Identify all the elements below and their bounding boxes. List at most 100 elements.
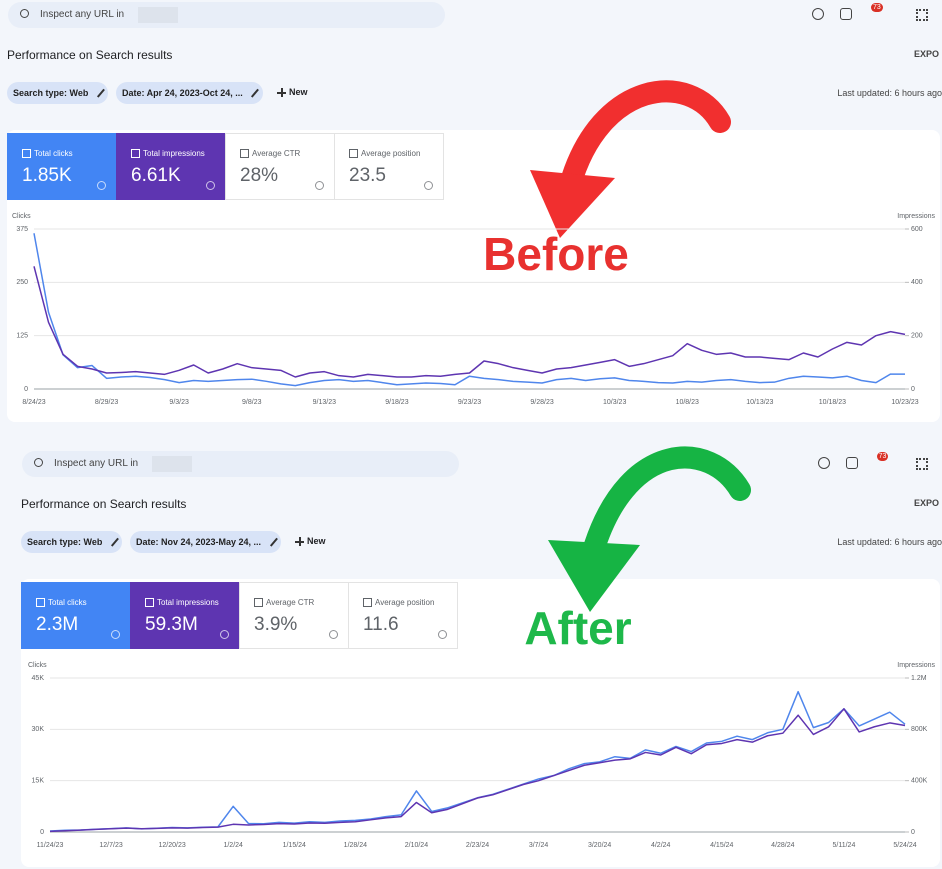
x-tick-label: 9/18/23 [385,399,408,406]
metric-card[interactable]: Total clicks 2.3M [21,582,131,649]
apps-icon[interactable] [916,458,928,470]
x-tick-label: 9/13/23 [313,399,336,406]
search-bar[interactable]: Inspect any URL in [22,451,459,477]
help-icon [220,630,229,639]
help-icon [315,181,324,190]
new-filter[interactable]: New [289,87,308,97]
x-tick-label: 4/2/24 [651,842,671,849]
plus-icon [299,537,301,546]
y2-tick-label: 800K [911,726,928,733]
x-tick-label: 1/2/24 [223,842,243,849]
metric-label: Average position [361,149,421,158]
x-tick-label: 4/15/24 [710,842,733,849]
search-placeholder: Inspect any URL in [40,9,125,20]
checkbox [349,149,358,158]
x-tick-label: 2/10/24 [405,842,428,849]
series-line [33,266,906,378]
accounts-icon[interactable] [845,457,858,469]
x-tick-label: 3/20/24 [588,842,611,849]
metric-value: 2.3M [36,614,79,635]
x-tick-label: 2/23/24 [466,842,489,849]
checkbox [145,598,154,607]
metric-label: Total impressions [143,149,205,158]
help-icon [206,181,215,190]
search-icon [20,9,29,18]
x-tick-label: 10/3/23 [603,399,626,406]
checkbox [254,598,263,607]
checkbox [240,149,249,158]
x-tick-label: 9/28/23 [530,399,553,406]
y-tick-label: 125 [16,333,28,340]
metric-label: Average position [375,598,435,607]
x-tick-label: 12/7/23 [99,842,122,849]
metric-value: 59.3M [145,614,198,635]
help-icon [424,181,433,190]
filter-chip[interactable]: Search type: Web [21,531,123,553]
help-icon [329,630,338,639]
metric-value: 6.61K [131,165,181,186]
x-tick-label: 11/24/23 [37,842,64,849]
filter-chip[interactable]: Date: Nov 24, 2023-May 24, ... [130,531,282,553]
metric-value: 11.6 [363,614,399,635]
help-icon [438,630,447,639]
y-tick-label: 0 [40,829,44,836]
checkbox [131,149,140,158]
search-bar[interactable]: Inspect any URL in [8,2,445,28]
metric-value: 1.85K [22,165,72,186]
metric-card[interactable]: Total clicks 1.85K [7,133,117,200]
metric-card[interactable]: Total impressions 6.61K [116,133,226,200]
metric-label: Average CTR [266,598,315,607]
metric-card[interactable]: Average CTR 3.9% [239,582,349,649]
series-line [49,708,906,833]
annotation: Before [483,228,629,280]
search-placeholder: Inspect any URL in [54,458,139,469]
metric-card[interactable]: Average position 23.5 [334,133,444,200]
y-axis-title: Clicks [28,662,47,669]
x-tick-label: 10/23/23 [891,399,918,406]
y2-tick-label: 0 [911,829,915,836]
filter-chip[interactable]: Date: Apr 24, 2023-Oct 24, ... [116,82,263,104]
accounts-icon[interactable] [840,8,852,20]
green-arrow [548,446,751,612]
metric-value: 23.5 [349,165,386,186]
help-icon[interactable] [812,8,824,20]
metric-card[interactable]: Average CTR 28% [225,133,335,200]
page-title: Performance on Search results [7,48,173,62]
metric-label: Average CTR [252,149,301,158]
metric-card[interactable]: Average position 11.6 [348,582,458,649]
x-tick-label: 8/29/23 [95,399,118,406]
metric-label: Total impressions [157,598,219,607]
x-tick-label: 10/13/23 [746,399,773,406]
x-tick-label: 1/28/24 [344,842,367,849]
search-redacted [152,456,192,472]
search-icon [34,458,43,467]
apps-icon[interactable] [916,9,928,21]
metric-card[interactable]: Total impressions 59.3M [130,582,240,649]
checkbox [22,149,31,158]
metric-value: 28% [240,165,279,186]
search-redacted [138,7,178,23]
annotation: After [524,602,631,654]
export-button[interactable]: EXPO [914,498,940,508]
y2-tick-label: 600 [911,226,923,233]
notification-badge[interactable]: 73 [871,3,883,12]
x-tick-label: 1/15/24 [283,842,306,849]
y2-tick-label: 400K [911,778,928,785]
y-tick-label: 30K [32,726,45,733]
notification-badge[interactable]: 73 [876,452,889,461]
help-icon[interactable] [817,457,830,469]
x-tick-label: 3/7/24 [529,842,549,849]
plus-icon [281,88,283,97]
metric-label: Total clicks [48,598,87,607]
red-arrow [530,80,731,238]
x-tick-label: 8/24/23 [22,399,45,406]
y-tick-label: 250 [16,279,28,286]
filter-chip[interactable]: Search type: Web [7,82,109,104]
checkbox [363,598,372,607]
new-filter[interactable]: New [307,536,326,546]
metric-value: 3.9% [254,614,298,635]
x-tick-label: 9/3/23 [169,399,189,406]
export-button[interactable]: EXPO [914,49,940,59]
